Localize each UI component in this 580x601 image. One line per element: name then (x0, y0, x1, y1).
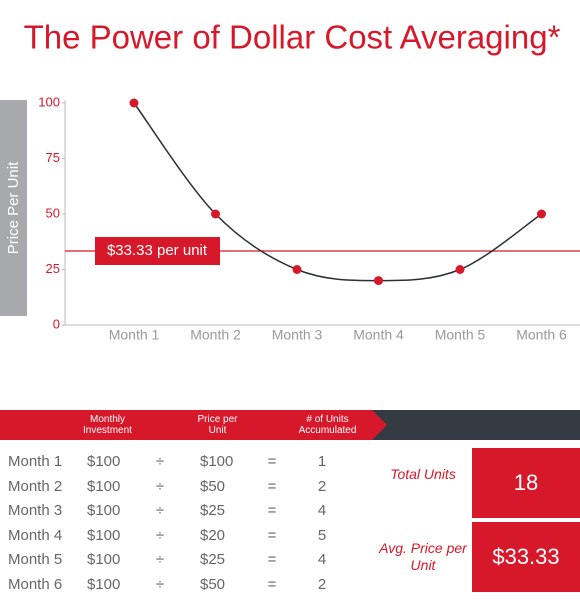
x-tick-label: Month 6 (516, 327, 567, 343)
table-cell: Month 4 (8, 526, 63, 544)
table-cell: = (267, 502, 277, 520)
table-cell: 4 (317, 502, 327, 520)
reference-label-box (95, 237, 220, 266)
reference-label: $33.33 per unit (107, 242, 208, 259)
data-point (455, 265, 465, 274)
table-cell: 1 (317, 453, 327, 470)
table-cell: Month 5 (8, 551, 63, 569)
header-band (0, 410, 580, 440)
table-header-cell: Price per Unit (197, 414, 238, 436)
table-cell: $100 (87, 453, 121, 470)
table-cell: 5 (317, 526, 327, 544)
header-arrow (0, 410, 387, 440)
table-cell: 2 (317, 477, 327, 495)
table-header (0, 410, 580, 440)
y-tick-label: 50 (46, 205, 60, 220)
table-cell: $100 (200, 453, 234, 470)
summary-value: $33.33 (472, 522, 580, 592)
table-cell: $50 (200, 477, 226, 495)
table-cell: Month 6 (8, 576, 63, 593)
y-axis-label: Price Per Unit (5, 161, 22, 254)
table-cell: ÷ (155, 477, 165, 495)
table-cell: = (267, 477, 277, 495)
summary-label: Total Units (390, 466, 456, 482)
y-label-box (0, 100, 27, 316)
data-point (374, 276, 383, 286)
table-cell: ÷ (155, 526, 165, 544)
x-tick-label: Month 2 (190, 327, 241, 343)
table-cell: 4 (317, 551, 327, 569)
chart: The Power of Dollar Cost Averaging* Pric… (0, 19, 580, 343)
x-tick-label: Month 4 (353, 327, 404, 343)
table-cell: $100 (87, 477, 121, 495)
table-cell: $100 (87, 526, 121, 544)
table-cell: ÷ (155, 576, 165, 593)
summary-value: 18 (472, 448, 580, 518)
y-tick-label: 25 (46, 261, 60, 276)
table-cell: $50 (200, 576, 226, 593)
chart-title: The Power of Dollar Cost Averaging* (24, 19, 561, 56)
data-point (211, 209, 220, 219)
table-cell: $25 (200, 502, 226, 520)
y-tick-label: 0 (53, 316, 60, 331)
table-cell: Month 3 (8, 502, 63, 520)
data-point (129, 98, 139, 108)
table-cell: Month 1 (8, 453, 63, 470)
table-cell: $25 (200, 551, 226, 569)
table-cell: Month 2 (8, 477, 63, 495)
table-cell: 2 (317, 576, 327, 593)
price-curve (133, 102, 542, 282)
table-cell: ÷ (155, 502, 165, 520)
x-tick-label: Month 5 (435, 327, 486, 343)
table-cell: ÷ (155, 551, 165, 569)
data-point (537, 209, 546, 219)
table-cell: $100 (87, 502, 121, 520)
table-cell: = (267, 551, 277, 569)
table-header-cell: Monthly Investment (83, 414, 132, 436)
table-cell: $100 (87, 576, 121, 593)
table-header-cell: # of Units Accumulated (298, 414, 357, 436)
y-tick-label: 75 (46, 150, 60, 165)
table-cell: $100 (87, 551, 121, 569)
x-tick-label: Month 1 (109, 327, 160, 343)
table-cell: $20 (200, 526, 226, 544)
table-cell: ÷ (155, 453, 165, 470)
table-cell: = (267, 576, 277, 593)
table-cell: = (267, 453, 277, 470)
data-point (292, 265, 302, 274)
summary-label: Avg. Price per Unit (379, 540, 467, 573)
y-tick-label: 100 (38, 94, 60, 109)
table-cell: = (267, 526, 277, 544)
x-tick-label: Month 3 (272, 327, 323, 343)
